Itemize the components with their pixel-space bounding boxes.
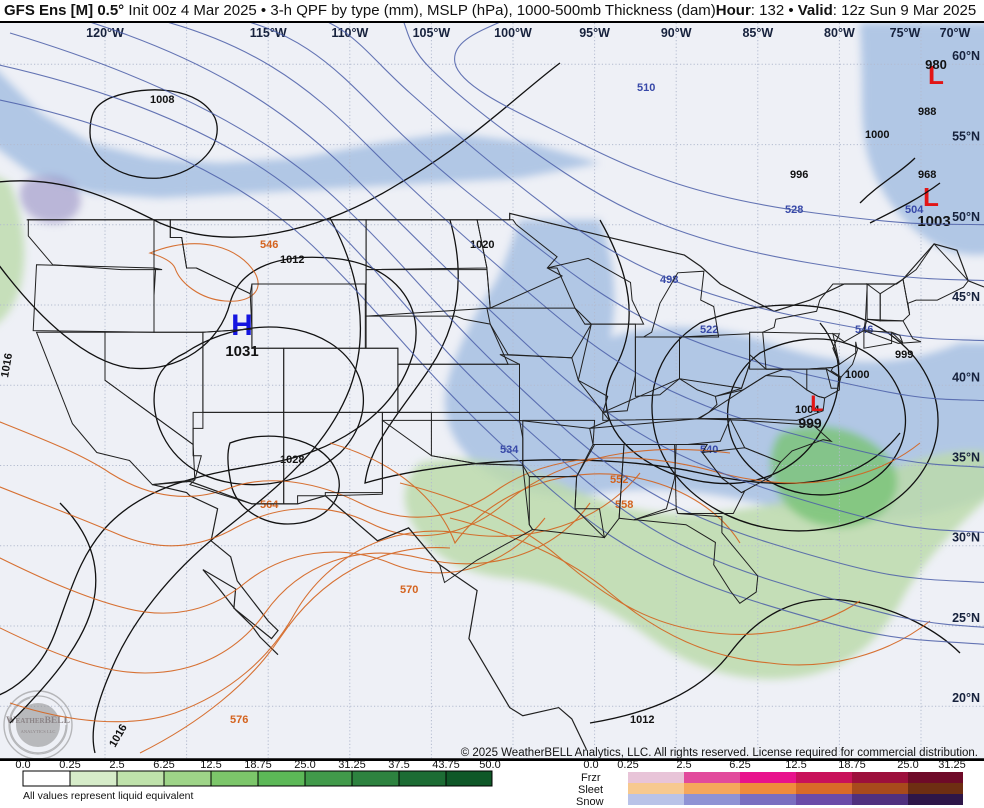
svg-text:1000: 1000 bbox=[865, 129, 889, 141]
svg-text:6.25: 6.25 bbox=[729, 759, 750, 771]
svg-text:50.0: 50.0 bbox=[479, 759, 500, 771]
svg-text:L: L bbox=[810, 391, 823, 416]
svg-text:75°W: 75°W bbox=[890, 26, 921, 40]
svg-text:546: 546 bbox=[260, 239, 278, 251]
svg-text:510: 510 bbox=[637, 82, 655, 94]
svg-text:25°N: 25°N bbox=[952, 611, 980, 625]
svg-text:1016: 1016 bbox=[107, 722, 130, 749]
svg-text:522: 522 bbox=[700, 324, 718, 336]
svg-text:0.0: 0.0 bbox=[15, 759, 30, 771]
svg-text:90°W: 90°W bbox=[661, 26, 692, 40]
svg-text:30°N: 30°N bbox=[952, 531, 980, 545]
svg-text:37.5: 37.5 bbox=[388, 759, 409, 771]
svg-text:80°W: 80°W bbox=[824, 26, 855, 40]
svg-text:115°W: 115°W bbox=[250, 26, 287, 40]
svg-text:1003: 1003 bbox=[917, 213, 950, 230]
svg-text:1008: 1008 bbox=[150, 94, 174, 106]
svg-text:18.75: 18.75 bbox=[244, 759, 272, 771]
svg-text:Snow: Snow bbox=[576, 796, 604, 807]
svg-text:570: 570 bbox=[400, 584, 418, 596]
svg-text:2.5: 2.5 bbox=[676, 759, 691, 771]
svg-text:564: 564 bbox=[260, 499, 279, 511]
svg-text:ANALYTICS LLC: ANALYTICS LLC bbox=[21, 729, 56, 734]
svg-text:968: 968 bbox=[918, 169, 936, 181]
svg-text:25.0: 25.0 bbox=[294, 759, 315, 771]
svg-text:All values represent liquid eq: All values represent liquid equivalent bbox=[23, 790, 194, 802]
svg-text:12.5: 12.5 bbox=[200, 759, 221, 771]
svg-text:999: 999 bbox=[895, 349, 913, 361]
svg-text:988: 988 bbox=[918, 106, 936, 118]
svg-text:0.25: 0.25 bbox=[617, 759, 638, 771]
svg-text:100°W: 100°W bbox=[494, 26, 532, 40]
svg-text:576: 576 bbox=[230, 714, 248, 726]
svg-text:120°W: 120°W bbox=[86, 26, 124, 40]
svg-text:12.5: 12.5 bbox=[785, 759, 806, 771]
svg-text:980: 980 bbox=[925, 57, 947, 72]
svg-text:45°N: 45°N bbox=[952, 290, 980, 304]
svg-text:31.25: 31.25 bbox=[338, 759, 366, 771]
svg-text:6.25: 6.25 bbox=[153, 759, 174, 771]
svg-text:95°W: 95°W bbox=[579, 26, 610, 40]
svg-text:1000: 1000 bbox=[845, 369, 869, 381]
svg-text:105°W: 105°W bbox=[413, 26, 451, 40]
svg-text:31.25: 31.25 bbox=[938, 759, 966, 771]
svg-text:1012: 1012 bbox=[630, 714, 654, 726]
svg-text:999: 999 bbox=[798, 415, 822, 431]
svg-text:558: 558 bbox=[615, 499, 633, 511]
svg-text:40°N: 40°N bbox=[952, 370, 980, 384]
svg-text:85°W: 85°W bbox=[742, 26, 773, 40]
svg-text:Frzr: Frzr bbox=[581, 772, 601, 784]
svg-text:0.25: 0.25 bbox=[59, 759, 80, 771]
svg-text:L: L bbox=[923, 182, 939, 212]
svg-text:55°N: 55°N bbox=[952, 130, 980, 144]
svg-text:H: H bbox=[231, 309, 253, 342]
svg-text:Sleet: Sleet bbox=[578, 784, 603, 796]
svg-text:20°N: 20°N bbox=[952, 691, 980, 705]
svg-text:35°N: 35°N bbox=[952, 451, 980, 465]
svg-text:18.75: 18.75 bbox=[838, 759, 866, 771]
svg-text:996: 996 bbox=[790, 169, 808, 181]
svg-text:2.5: 2.5 bbox=[109, 759, 124, 771]
svg-text:1016: 1016 bbox=[0, 352, 15, 378]
svg-text:43.75: 43.75 bbox=[432, 759, 460, 771]
svg-text:50°N: 50°N bbox=[952, 210, 980, 224]
svg-text:60°N: 60°N bbox=[952, 49, 980, 63]
svg-text:110°W: 110°W bbox=[331, 26, 368, 40]
svg-text:70°W: 70°W bbox=[940, 26, 971, 40]
svg-text:25.0: 25.0 bbox=[897, 759, 918, 771]
svg-text:1031: 1031 bbox=[225, 343, 258, 360]
svg-text:0.0: 0.0 bbox=[583, 759, 598, 771]
